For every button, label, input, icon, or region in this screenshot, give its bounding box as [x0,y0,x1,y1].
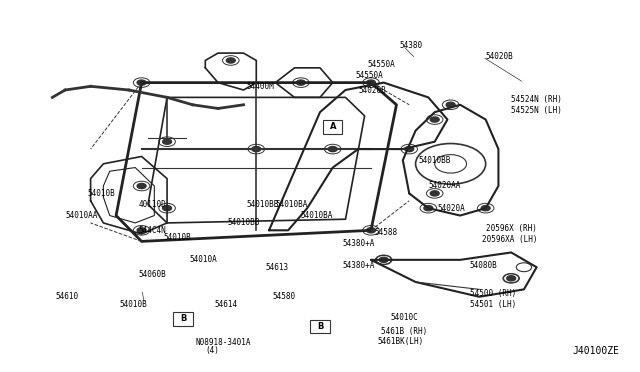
Text: J40100ZE: J40100ZE [573,346,620,356]
Text: 54610: 54610 [56,292,79,301]
Text: 54010BB: 54010BB [246,200,279,209]
Text: A: A [330,122,336,131]
Text: 54614: 54614 [215,300,238,309]
Text: B: B [180,314,186,323]
Text: 54580: 54580 [272,292,295,301]
Circle shape [430,117,439,122]
Text: 54060B: 54060B [138,270,166,279]
Text: 54550A: 54550A [368,60,396,69]
Text: 54080B: 54080B [470,261,497,270]
Text: 54010BB: 54010BB [419,155,451,165]
Text: 54010A: 54010A [189,255,217,264]
Text: B: B [317,322,323,331]
Circle shape [446,102,455,108]
Text: 54020A: 54020A [438,203,466,213]
FancyBboxPatch shape [323,120,342,134]
Text: 54613: 54613 [266,263,289,272]
Text: 54524N (RH): 54524N (RH) [511,95,562,104]
Circle shape [430,191,439,196]
Text: 54010BA: 54010BA [275,200,308,209]
Text: 54010BA: 54010BA [301,211,333,220]
Text: 54500 (RH): 54500 (RH) [470,289,516,298]
Text: 54010C: 54010C [390,312,418,321]
Text: 54020B: 54020B [486,52,513,61]
Text: 54550A: 54550A [355,71,383,80]
Text: N08918-3401A: N08918-3401A [196,339,252,347]
Circle shape [296,80,305,85]
Circle shape [507,276,516,281]
Circle shape [137,80,146,85]
Circle shape [424,206,433,211]
Text: 20596X (RH): 20596X (RH) [486,224,536,233]
Circle shape [252,147,260,152]
Circle shape [163,206,172,211]
Circle shape [404,147,413,152]
Circle shape [227,58,236,63]
Circle shape [163,139,172,144]
Text: (4): (4) [205,346,219,355]
Text: 54588: 54588 [374,228,397,237]
Text: 5461B (RH): 5461B (RH) [381,327,427,336]
Circle shape [367,228,376,233]
Circle shape [481,206,490,211]
Circle shape [328,147,337,152]
Text: 54020B: 54020B [358,86,386,94]
Text: 20596XA (LH): 20596XA (LH) [483,235,538,244]
Text: 54380+A: 54380+A [342,261,374,270]
Circle shape [367,80,376,85]
Text: 54010B: 54010B [119,300,147,309]
Text: 54010AA: 54010AA [65,211,97,220]
FancyBboxPatch shape [310,320,330,333]
Text: 40110D: 40110D [138,200,166,209]
Text: 54380: 54380 [399,41,423,50]
Circle shape [137,183,146,189]
Text: 54010BB: 54010BB [228,218,260,227]
Text: 544C4N: 544C4N [138,226,166,235]
Text: 54501 (LH): 54501 (LH) [470,300,516,309]
Text: 5461BK(LH): 5461BK(LH) [378,337,424,346]
Text: 54525N (LH): 54525N (LH) [511,106,562,115]
Text: 54010B: 54010B [164,233,191,242]
Text: 54380+A: 54380+A [342,239,374,248]
Circle shape [137,228,146,233]
FancyBboxPatch shape [173,312,193,326]
Text: 54400M: 54400M [246,82,275,91]
Text: 54020AA: 54020AA [428,182,461,190]
Text: 54010B: 54010B [88,189,115,198]
Circle shape [380,257,388,262]
